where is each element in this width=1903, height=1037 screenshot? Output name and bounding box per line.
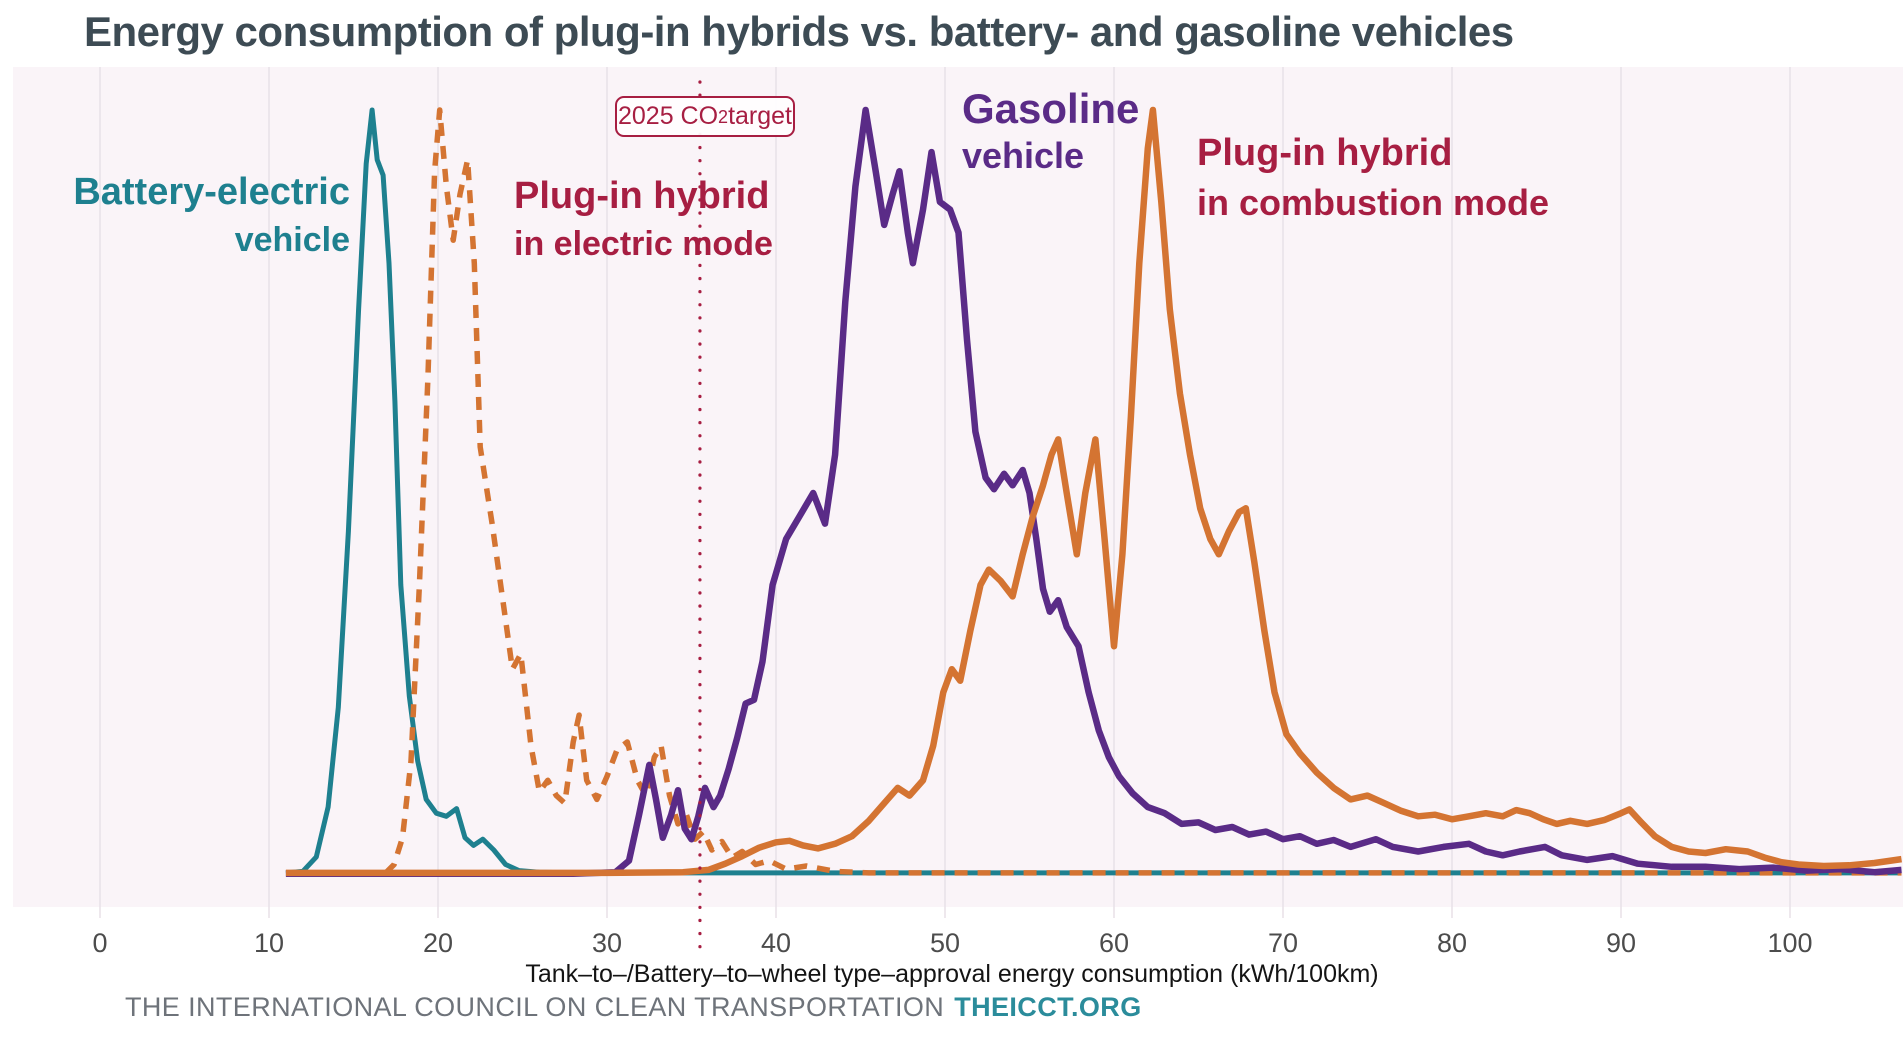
legend-battery-electric-line1: Battery-electric — [73, 171, 350, 213]
legend-phev-combustion: Plug-in hybrid in combustion mode — [1197, 131, 1549, 222]
chart-canvas — [99, 67, 1902, 957]
legend-gasoline-line1: Gasoline — [962, 85, 1140, 132]
series-gasoline — [285, 106, 1902, 877]
x-tick-label-60: 60 — [1098, 928, 1130, 958]
x-tick-label-70: 70 — [1267, 928, 1299, 958]
legend-gasoline: Gasoline vehicle — [962, 84, 1139, 176]
co2-target-text: 2025 CO — [617, 102, 719, 130]
legend-phev-electric-line1: Plug-in hybrid — [514, 175, 770, 217]
x-tick-label-80: 80 — [1436, 928, 1468, 958]
legend-battery-electric-line2: vehicle — [234, 220, 350, 259]
legend-phev-electric-line2: in electric mode — [514, 224, 773, 263]
footer: THE INTERNATIONAL COUNCIL ON CLEAN TRANS… — [125, 992, 1142, 1023]
x-axis-label: Tank–to–/Battery–to–wheel type–approval … — [525, 960, 1379, 988]
co2-target-label: 2025 CO 2 target — [615, 96, 795, 137]
x-tick-label-50: 50 — [929, 928, 961, 958]
x-tick-label-90: 90 — [1605, 928, 1637, 958]
x-tick-label-100: 100 — [1767, 928, 1813, 958]
footer-link[interactable]: THEICCT.ORG — [954, 992, 1142, 1022]
series-phev_combustion — [285, 106, 1902, 877]
x-tick-label-30: 30 — [591, 928, 623, 958]
legend-battery-electric: Battery-electric vehicle — [28, 170, 350, 259]
legend-phev-electric: Plug-in hybrid in electric mode — [514, 174, 773, 263]
legend-phev-combustion-line1: Plug-in hybrid — [1197, 132, 1453, 174]
page-title: Energy consumption of plug-in hybrids vs… — [84, 8, 1514, 55]
x-tick-label-20: 20 — [422, 928, 454, 958]
footer-text: THE INTERNATIONAL COUNCIL ON CLEAN TRANS… — [125, 992, 945, 1022]
x-tick-label-0: 0 — [92, 928, 108, 958]
legend-phev-combustion-line2: in combustion mode — [1197, 181, 1550, 223]
co2-target-text-suffix: target — [728, 102, 792, 130]
x-tick-label-10: 10 — [253, 928, 285, 958]
plot-area — [13, 67, 1903, 907]
legend-gasoline-line2: vehicle — [962, 135, 1085, 177]
series-phev_electric — [383, 107, 1902, 876]
x-tick-label-40: 40 — [760, 928, 792, 958]
